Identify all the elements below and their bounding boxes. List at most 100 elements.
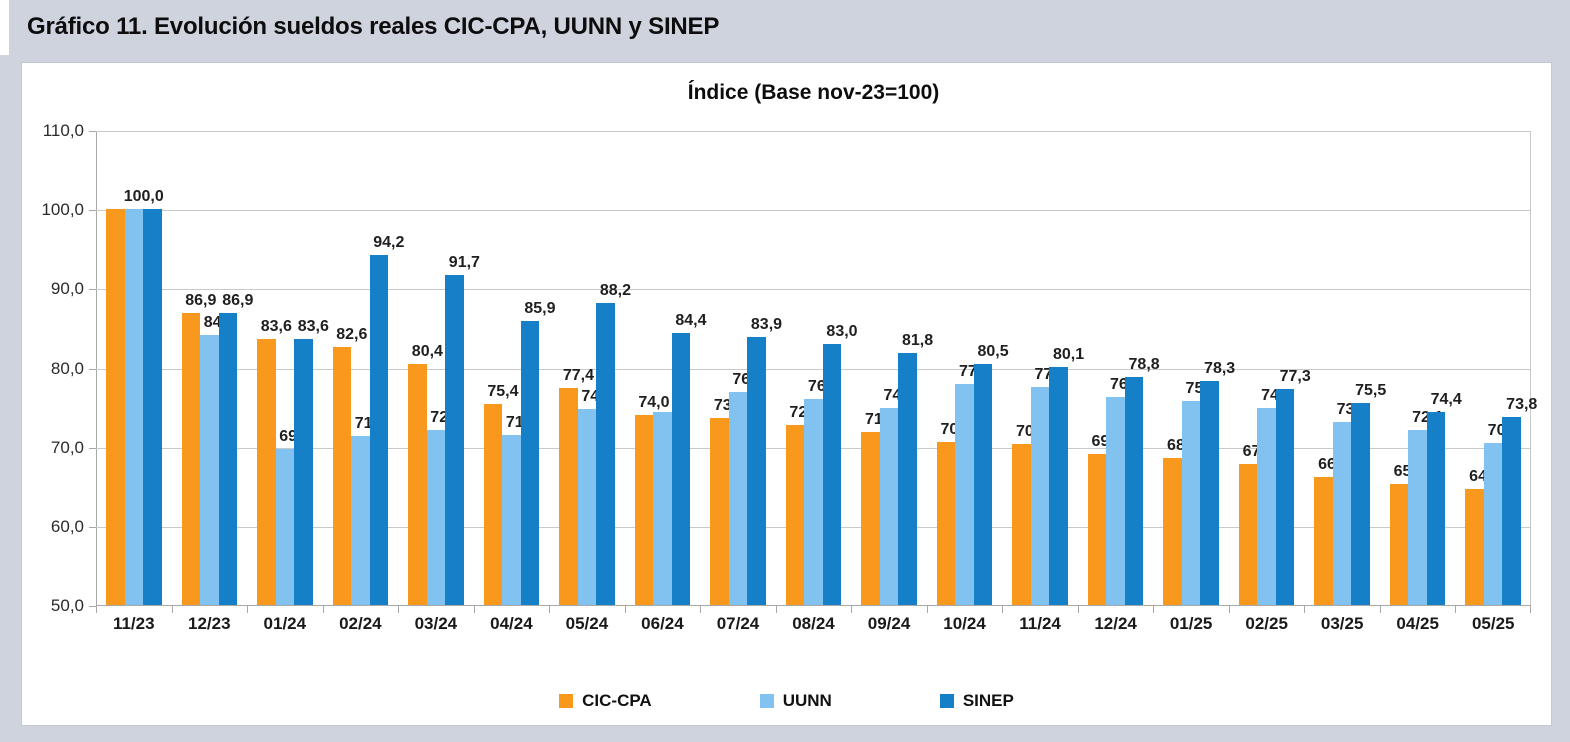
x-axis-category-label: 03/25 [1320, 614, 1364, 633]
bar-sinep-11-24 [1049, 366, 1068, 605]
title-band: Gráfico 11. Evolución sueldos reales CIC… [0, 0, 1570, 62]
bar-uunn-12-23 [200, 335, 219, 605]
bar-cic-cpa-08-24 [785, 424, 805, 605]
bar-uunn-11-23 [124, 209, 143, 605]
bar-cic-cpa-09-24 [861, 432, 880, 605]
bar-cic-cpa-05-24 [559, 388, 578, 605]
bar-sinep-12-23 [218, 312, 238, 605]
bar-cic-cpa-06-24 [634, 415, 654, 605]
bar-value-label: 86,9 [185, 291, 217, 309]
x-axis-category-label: 04/25 [1396, 614, 1439, 633]
x-axis-tick [1455, 606, 1457, 613]
bar-sinep-06-24 [671, 332, 691, 605]
bar-value-label: 77,3 [1279, 367, 1311, 385]
bar-value-label: 82,6 [336, 325, 368, 343]
bar-sinep-05-25 [1502, 416, 1521, 605]
bar-value-label: 78,3 [1204, 359, 1236, 377]
bar-value-label: 73,8 [1506, 395, 1538, 413]
x-axis-category-label: 05/25 [1471, 614, 1515, 633]
x-axis-category-label: 07/24 [716, 614, 760, 633]
bar-sinep-07-24 [747, 336, 766, 605]
y-axis-tick-label: 100,0 [41, 200, 84, 220]
bar-value-label: 83,6 [297, 318, 329, 335]
bar-sinep-05-24 [596, 302, 615, 605]
bar-cic-cpa-04-24 [483, 403, 503, 605]
bar-value-label: 74,0 [638, 394, 670, 411]
bar-sinep-01-24 [294, 339, 313, 605]
bar-value-label: 83,6 [260, 318, 292, 335]
bar-uunn-08-24 [804, 399, 823, 605]
bar-value-label: 74,4 [1430, 390, 1462, 408]
x-axis-category-label: 10/24 [943, 614, 986, 633]
bar-sinep-09-24 [898, 353, 917, 605]
x-axis-tick [247, 606, 249, 613]
y-axis-tick-label: 110,0 [42, 121, 84, 140]
legend-label: SINEP [962, 691, 1014, 710]
bar-value-label: 83,9 [750, 315, 783, 333]
x-axis-tick [322, 606, 324, 613]
bar-uunn-05-25 [1483, 442, 1503, 605]
bar-value-label: 85,9 [524, 299, 556, 317]
bar-uunn-03-25 [1332, 422, 1352, 605]
y-axis-tick [89, 210, 96, 212]
bar-uunn-06-24 [653, 411, 672, 605]
bar-uunn-07-24 [728, 392, 748, 605]
legend-item-cic-cpa: CIC-CPA [559, 691, 652, 711]
bar-uunn-10-24 [955, 384, 974, 605]
bar-value-label: 100,0 [123, 188, 164, 206]
x-axis-tick [1077, 606, 1079, 613]
y-axis-tick [89, 368, 96, 370]
bar-value-label: 77,4 [562, 367, 594, 385]
x-axis-line [96, 605, 1531, 606]
legend-swatch-icon [759, 694, 774, 708]
x-axis-tick [775, 606, 777, 613]
bar-cic-cpa-12-24 [1087, 453, 1107, 605]
gridline [96, 131, 1531, 132]
x-axis-category-label: 11/24 [1019, 614, 1061, 633]
chart-title: Índice (Base nov-23=100) [687, 81, 940, 104]
x-axis-tick [96, 606, 97, 613]
y-axis-tick-label: 70,0 [50, 437, 84, 457]
bar-cic-cpa-07-24 [710, 418, 729, 605]
bar-cic-cpa-02-24 [332, 346, 352, 605]
x-axis-tick [700, 606, 702, 613]
bar-uunn-09-24 [879, 407, 899, 605]
x-axis-category-label: 12/24 [1094, 614, 1137, 633]
bar-value-label: 83,0 [826, 322, 858, 340]
bar-uunn-05-24 [577, 408, 597, 605]
bar-cic-cpa-12-23 [181, 312, 201, 605]
legend-item-sinep: SINEP [939, 691, 1014, 711]
bar-value-label: 86,9 [222, 291, 254, 309]
y-axis-tick-label: 50,0 [50, 596, 84, 615]
x-axis-category-label: 02/24 [339, 614, 382, 633]
bar-value-label: 81,8 [901, 332, 934, 350]
bar-cic-cpa-02-25 [1238, 464, 1258, 605]
bar-cic-cpa-01-25 [1163, 457, 1182, 605]
bar-uunn-04-24 [502, 434, 521, 605]
bar-uunn-02-25 [1257, 407, 1276, 605]
chart-container: Índice (Base nov-23=100) 50,0 60,0 70,0 80,… [21, 62, 1552, 726]
page-title: Gráfico 11. Evolución sueldos reales CIC… [27, 13, 720, 40]
bar-value-label: 75,5 [1355, 382, 1387, 400]
x-axis-tick [1304, 606, 1306, 613]
gridline [96, 368, 1531, 370]
y-axis-tick [89, 447, 96, 449]
bar-sinep-03-24 [445, 274, 464, 605]
legend-swatch-icon [939, 694, 954, 708]
gridline [96, 210, 1531, 212]
x-axis-tick [926, 606, 928, 613]
bar-value-label: 88,2 [599, 281, 631, 299]
bar-value-label: 91,7 [448, 253, 480, 271]
bar-sinep-12-24 [1124, 377, 1144, 605]
corner-notch [0, 0, 9, 55]
x-axis-tick [1530, 606, 1531, 613]
y-axis-tick [89, 131, 96, 132]
bar-sinep-02-25 [1275, 388, 1295, 605]
bar-uunn-03-24 [426, 430, 446, 605]
bar-uunn-01-25 [1181, 400, 1201, 605]
gridline [96, 289, 1531, 291]
bar-cic-cpa-03-24 [408, 364, 427, 605]
x-axis-category-label: 12/23 [188, 614, 231, 633]
bar-value-label: 78,8 [1128, 356, 1160, 373]
